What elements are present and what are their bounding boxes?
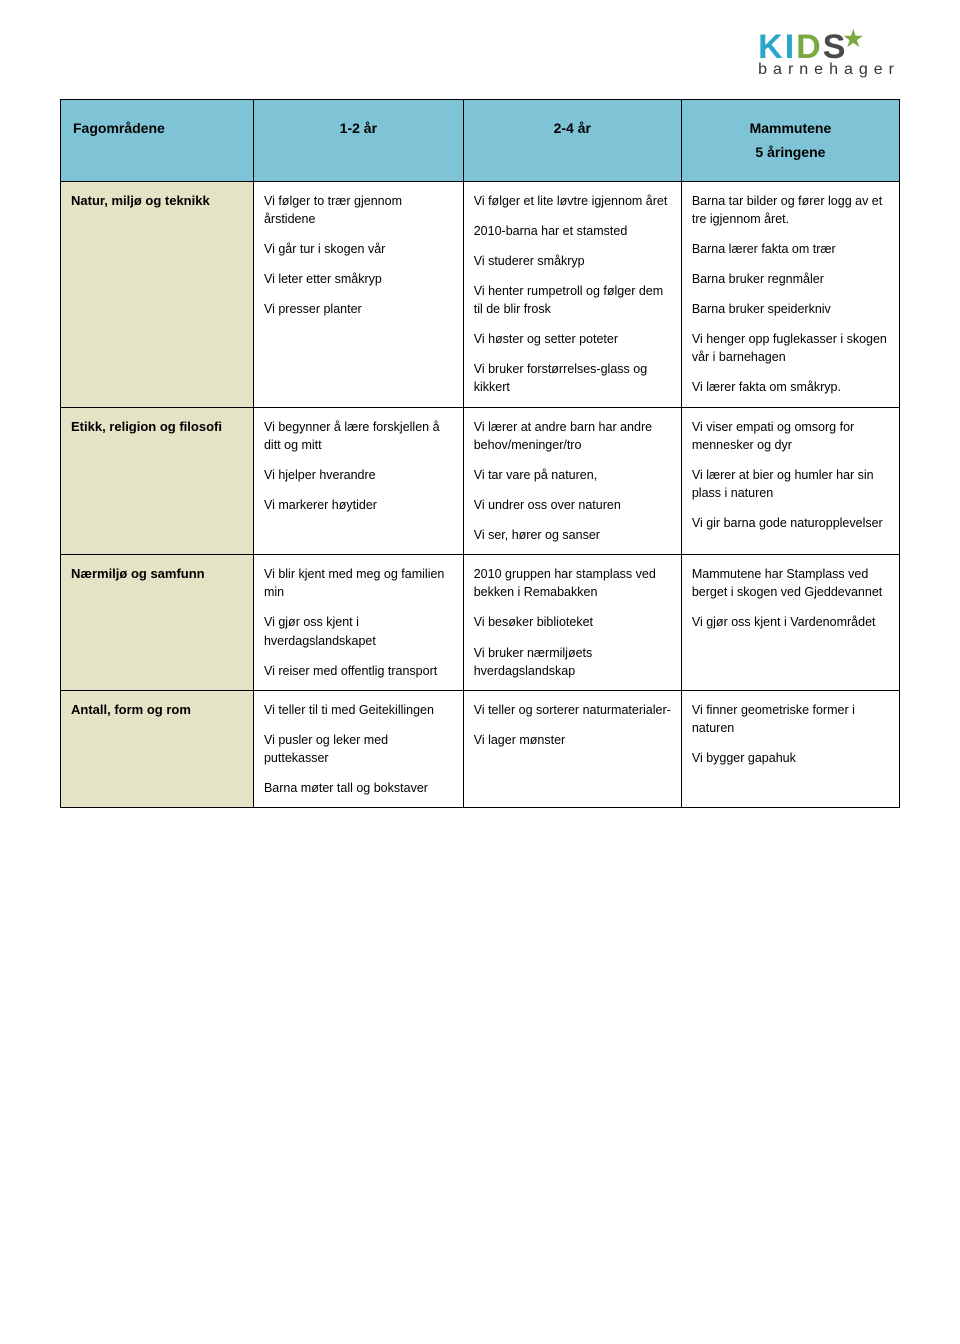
page: KIDS★ barnehager Fagområdene 1-2 år 2-4 … bbox=[0, 0, 960, 848]
row-label-cell: Nærmiljø og samfunn bbox=[61, 555, 254, 691]
cell-paragraph: Vi viser empati og omsorg for mennesker … bbox=[692, 418, 889, 454]
cell-paragraph: Vi ser, hører og sanser bbox=[474, 526, 671, 544]
cell-paragraph: Vi tar vare på naturen, bbox=[474, 466, 671, 484]
content-cell: Vi teller til ti med Geitekillingen Vi pu… bbox=[253, 690, 463, 808]
logo-inner: KIDS★ barnehager bbox=[758, 30, 900, 78]
cell-paragraph: Vi teller og sorterer naturmaterialer- bbox=[474, 701, 671, 719]
cell-paragraph: Vi lærer at bier og humler har sin plass… bbox=[692, 466, 889, 502]
cell-paragraph: Mammutene har Stamplass ved berget i sko… bbox=[692, 565, 889, 601]
content-cell: Mammutene har Stamplass ved berget i sko… bbox=[681, 555, 899, 691]
cell-paragraph: Barna møter tall og bokstaver bbox=[264, 779, 453, 797]
cell-paragraph: Barna bruker speiderkniv bbox=[692, 300, 889, 318]
content-cell: Vi finner geometriske former i naturen Vi… bbox=[681, 690, 899, 808]
header-text: 2-4 år bbox=[554, 120, 591, 136]
table-row: Nærmiljø og samfunnVi blir kjent med meg… bbox=[61, 555, 900, 691]
cell-paragraph: Vi lærer at andre barn har andre behov/m… bbox=[474, 418, 671, 454]
content-cell: Vi følger to trær gjennom årstidene Vi gå… bbox=[253, 181, 463, 407]
logo-wordmark: KIDS★ bbox=[758, 30, 900, 64]
table-row: Etikk, religion og filosofi Vi begynner å… bbox=[61, 407, 900, 555]
cell-paragraph: Vi hjelper hverandre bbox=[264, 466, 453, 484]
content-cell: Vi følger et lite løvtre igjennom året 20… bbox=[463, 181, 681, 407]
cell-paragraph: Vi pusler og leker med puttekasser bbox=[264, 731, 453, 767]
cell-paragraph: Vi bruker forstørrelses-glass og kikkert bbox=[474, 360, 671, 396]
logo-block: KIDS★ barnehager bbox=[60, 30, 900, 79]
cell-paragraph: Vi presser planter bbox=[264, 300, 453, 318]
cell-paragraph: Vi studerer småkryp bbox=[474, 252, 671, 270]
header-col-0: Fagområdene bbox=[61, 100, 254, 182]
curriculum-table: Fagområdene 1-2 år 2-4 år Mammutene 5 år… bbox=[60, 99, 900, 808]
cell-paragraph: Vi lager mønster bbox=[474, 731, 671, 749]
cell-paragraph: Vi reiser med offentlig transport bbox=[264, 662, 453, 680]
cell-paragraph: Vi henter rumpetroll og følger dem til d… bbox=[474, 282, 671, 318]
cell-paragraph: Barna bruker regnmåler bbox=[692, 270, 889, 288]
content-cell: Vi begynner å lære forskjellen å ditt og… bbox=[253, 407, 463, 555]
table-body: Natur, miljø og teknikkVi følger to trær… bbox=[61, 181, 900, 808]
cell-paragraph: Vi besøker biblioteket bbox=[474, 613, 671, 631]
cell-paragraph: Vi bruker nærmiljøets hverdagslandskap bbox=[474, 644, 671, 680]
header-col-1: 1-2 år bbox=[253, 100, 463, 182]
cell-paragraph: Barna lærer fakta om trær bbox=[692, 240, 889, 258]
cell-paragraph: Vi går tur i skogen vår bbox=[264, 240, 453, 258]
row-label-cell: Antall, form og rom bbox=[61, 690, 254, 808]
header-col-2: 2-4 år bbox=[463, 100, 681, 182]
cell-paragraph: Vi høster og setter poteter bbox=[474, 330, 671, 348]
content-cell: Barna tar bilder og fører logg av et tre… bbox=[681, 181, 899, 407]
logo-subtext: barnehager bbox=[758, 62, 900, 78]
content-cell: Vi teller og sorterer naturmaterialer- V… bbox=[463, 690, 681, 808]
cell-paragraph: Vi lærer fakta om småkryp. bbox=[692, 378, 889, 396]
content-cell: Vi lærer at andre barn har andre behov/m… bbox=[463, 407, 681, 555]
cell-paragraph: Barna tar bilder og fører logg av et tre… bbox=[692, 192, 889, 228]
header-col-3: Mammutene 5 åringene bbox=[681, 100, 899, 182]
header-text: Fagområdene bbox=[73, 120, 165, 136]
cell-paragraph: Vi følger to trær gjennom årstidene bbox=[264, 192, 453, 228]
cell-paragraph: Vi undrer oss over naturen bbox=[474, 496, 671, 514]
cell-paragraph: Vi gjør oss kjent i Vardenområdet bbox=[692, 613, 889, 631]
cell-paragraph: 2010-barna har et stamsted bbox=[474, 222, 671, 240]
cell-paragraph: Vi finner geometriske former i naturen bbox=[692, 701, 889, 737]
cell-paragraph: Vi gir barna gode naturopplevelser bbox=[692, 514, 889, 532]
cell-paragraph: Vi leter etter småkryp bbox=[264, 270, 453, 288]
cell-paragraph: Vi begynner å lære forskjellen å ditt og… bbox=[264, 418, 453, 454]
table-header-row: Fagområdene 1-2 år 2-4 år Mammutene 5 år… bbox=[61, 100, 900, 182]
logo-star-icon: ★ bbox=[843, 28, 865, 50]
header-text: 1-2 år bbox=[340, 120, 377, 136]
cell-paragraph: Vi bygger gapahuk bbox=[692, 749, 889, 767]
content-cell: Vi viser empati og omsorg for mennesker … bbox=[681, 407, 899, 555]
cell-paragraph: 2010 gruppen har stamplass ved bekken i … bbox=[474, 565, 671, 601]
content-cell: Vi blir kjent med meg og familien min Vi … bbox=[253, 555, 463, 691]
row-label-cell: Natur, miljø og teknikk bbox=[61, 181, 254, 407]
cell-paragraph: Vi gjør oss kjent i hverdagslandskapet bbox=[264, 613, 453, 649]
cell-paragraph: Vi henger opp fuglekasser i skogen vår i… bbox=[692, 330, 889, 366]
cell-paragraph: Vi teller til ti med Geitekillingen bbox=[264, 701, 453, 719]
cell-paragraph: Vi følger et lite løvtre igjennom året bbox=[474, 192, 671, 210]
content-cell: 2010 gruppen har stamplass ved bekken i … bbox=[463, 555, 681, 691]
cell-paragraph: Vi markerer høytider bbox=[264, 496, 453, 514]
cell-paragraph: Vi blir kjent med meg og familien min bbox=[264, 565, 453, 601]
header-super: Mammutene bbox=[692, 118, 889, 138]
header-text: 5 åringene bbox=[692, 142, 889, 162]
table-row: Natur, miljø og teknikkVi følger to trær… bbox=[61, 181, 900, 407]
table-row: Antall, form og romVi teller til ti med … bbox=[61, 690, 900, 808]
row-label-cell: Etikk, religion og filosofi bbox=[61, 407, 254, 555]
